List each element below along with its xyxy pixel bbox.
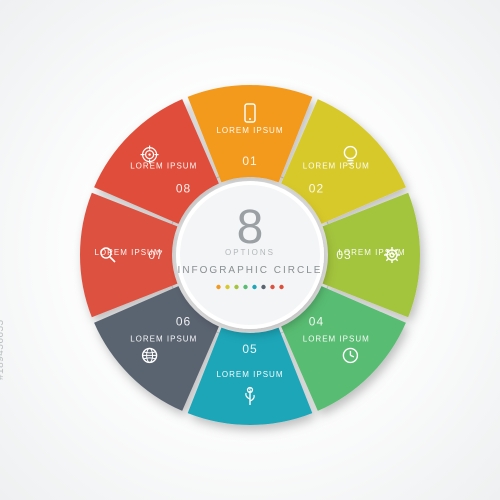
watermark-text: #189456655 <box>0 319 6 380</box>
infographic-circle: LOREM IPSUM 01 LOREM IPSUM 02 LOREM IPSUM 03 L… <box>0 0 500 500</box>
segment-number: 02 <box>309 182 324 196</box>
segment-number: 03 <box>336 248 351 262</box>
segment-label: LOREM IPSUM <box>303 334 370 343</box>
center-dot <box>234 285 238 289</box>
center-dot <box>270 285 274 289</box>
center-sub: OPTIONS <box>225 248 275 257</box>
segment-number: 04 <box>309 314 324 328</box>
center-dot <box>252 285 256 289</box>
segment-number: 06 <box>176 314 191 328</box>
center-title: INFOGRAPHIC CIRCLE <box>178 265 323 276</box>
segment-label: LOREM IPSUM <box>216 126 283 135</box>
svg-text:$: $ <box>249 388 252 394</box>
center-dot <box>225 285 229 289</box>
segment-label: LOREM IPSUM <box>130 162 197 171</box>
center-dot <box>261 285 265 289</box>
segment-number: 07 <box>148 248 163 262</box>
segment-label: LOREM IPSUM <box>303 162 370 171</box>
center-dot <box>279 285 283 289</box>
segment-label: LOREM IPSUM <box>130 334 197 343</box>
center-number: 8 <box>237 201 264 254</box>
segment-number: 01 <box>242 154 257 168</box>
center-dot <box>243 285 247 289</box>
segment-number: 05 <box>242 342 257 356</box>
center-dot <box>216 285 220 289</box>
segment-label: LOREM IPSUM <box>216 370 283 379</box>
segment-number: 08 <box>176 182 191 196</box>
